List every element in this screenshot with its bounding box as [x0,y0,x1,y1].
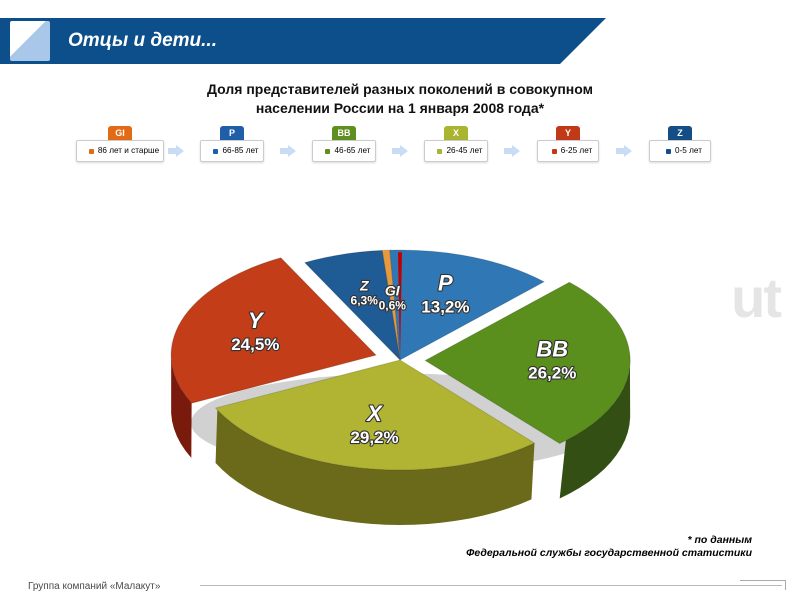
slice-pct: 6,3% [351,294,379,308]
legend-item: P66-85 лет [176,126,288,162]
legend-desc: 86 лет и старше [76,140,164,162]
legend-code: P [220,126,244,140]
footer-divider [200,585,782,586]
legend-item: BB46-65 лет [288,126,400,162]
slice-code: GI [385,283,401,299]
legend-item: GI86 лет и старше [64,126,176,162]
slice-pct: 0,6% [379,299,407,313]
legend-code: GI [108,126,132,140]
slice-pct: 26,2% [528,364,576,383]
legend-code: Z [668,126,692,140]
slice-code: BB [536,337,568,362]
footer-text: Группа компаний «Малакут» [28,581,160,592]
legend-item: Z0-5 лет [624,126,736,162]
footnote-line2: Федеральной службы государственной стати… [466,547,752,559]
legend-item: Y6-25 лет [512,126,624,162]
legend-desc: 6-25 лет [537,140,599,162]
footnote: * по данным Федеральной службы государст… [466,534,752,560]
slice-pct: 29,2% [350,428,398,447]
chart-title-line2: населении России на 1 января 2008 года* [256,100,544,116]
legend-desc: 66-85 лет [200,140,263,162]
footnote-line1: * по данным [688,534,753,546]
legend-code: BB [332,126,356,140]
footer-corner [740,580,786,590]
chart-title: Доля представителей разных поколений в с… [0,80,800,118]
header-bar: Отцы и дети... [0,18,560,64]
slice-pct: 13,2% [421,297,469,316]
legend-code: Y [556,126,580,140]
page-title: Отцы и дети... [68,30,217,52]
chart-title-line1: Доля представителей разных поколений в с… [207,81,593,97]
legend-desc: 46-65 лет [312,140,375,162]
legend-item: X26-45 лет [400,126,512,162]
slice-code: Y [248,308,265,333]
slice-code: Z [359,278,369,294]
slice-code: X [365,401,383,426]
pie-chart: GI0,6% P 13,2% BB 26,2% X 29,2% Y 24,5% Z6,3% [90,190,710,520]
legend-row: GI86 лет и старшеP66-85 летBB46-65 летX2… [64,126,736,162]
watermark: ut [731,265,780,330]
legend-desc: 26-45 лет [424,140,487,162]
company-logo-icon [10,21,50,61]
slice-pct: 24,5% [231,335,279,354]
legend-code: X [444,126,468,140]
legend-desc: 0-5 лет [649,140,711,162]
slice-code: P [438,270,453,295]
